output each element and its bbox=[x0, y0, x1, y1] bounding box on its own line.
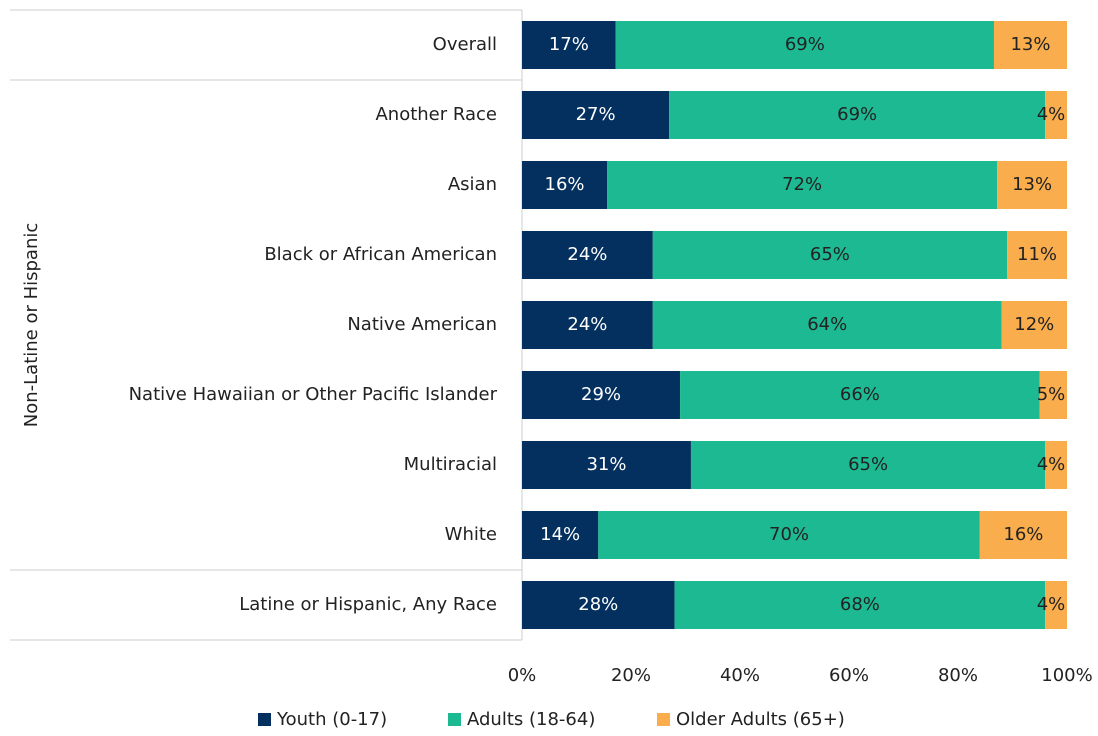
data-label: 16% bbox=[1003, 524, 1043, 545]
bar-segment bbox=[522, 511, 599, 559]
y-tick-label: Overall bbox=[433, 34, 497, 55]
data-label: 4% bbox=[1037, 454, 1066, 475]
bar-segment bbox=[522, 301, 653, 349]
x-tick-label: 40% bbox=[720, 665, 760, 686]
data-label: 14% bbox=[540, 524, 580, 545]
x-tick-label: 0% bbox=[508, 665, 537, 686]
bar-segment bbox=[1045, 581, 1067, 629]
y-tick-label: Native Hawaiian or Other Pacific Islande… bbox=[129, 384, 498, 405]
bar-segment bbox=[522, 581, 675, 629]
x-tick-label: 100% bbox=[1041, 665, 1092, 686]
bar-segment bbox=[522, 441, 691, 489]
y-tick-label: Multiracial bbox=[404, 454, 497, 475]
legend-swatch bbox=[657, 713, 670, 726]
y-tick-label: Another Race bbox=[375, 104, 497, 125]
data-label: 66% bbox=[840, 384, 880, 405]
x-tick-label: 20% bbox=[611, 665, 651, 686]
bar-segment bbox=[674, 581, 1046, 629]
data-label: 68% bbox=[840, 594, 880, 615]
data-label: 12% bbox=[1014, 314, 1054, 335]
data-label: 69% bbox=[837, 104, 877, 125]
data-label: 4% bbox=[1037, 104, 1066, 125]
x-tick-label: 80% bbox=[938, 665, 978, 686]
data-label: 24% bbox=[567, 244, 607, 265]
y-tick-label: Latine or Hispanic, Any Race bbox=[239, 594, 497, 615]
data-label: 29% bbox=[581, 384, 621, 405]
data-label: 16% bbox=[545, 174, 585, 195]
data-label: 65% bbox=[848, 454, 888, 475]
data-label: 4% bbox=[1037, 594, 1066, 615]
bar-segment bbox=[997, 161, 1067, 209]
data-label: 27% bbox=[576, 104, 616, 125]
y-tick-label: Black or African American bbox=[264, 244, 497, 265]
data-label: 17% bbox=[549, 34, 589, 55]
bar-segment bbox=[652, 231, 1008, 279]
bar-segment bbox=[979, 511, 1067, 559]
bar-segment bbox=[598, 511, 980, 559]
bar-segment bbox=[1007, 231, 1067, 279]
y-tick-label: Asian bbox=[448, 174, 497, 195]
bar-segment bbox=[522, 161, 608, 209]
y-tick-label: Native American bbox=[347, 314, 497, 335]
bar-segment bbox=[1001, 301, 1067, 349]
bar-segment bbox=[1039, 371, 1067, 419]
bar-segment bbox=[690, 441, 1046, 489]
x-tick-label: 60% bbox=[829, 665, 869, 686]
bar-segment bbox=[607, 161, 998, 209]
bar-segment bbox=[522, 231, 653, 279]
data-label: 72% bbox=[782, 174, 822, 195]
data-label: 5% bbox=[1037, 384, 1066, 405]
bar-segment bbox=[522, 371, 681, 419]
data-label: 31% bbox=[586, 454, 626, 475]
data-label: 64% bbox=[807, 314, 847, 335]
bar-segment bbox=[1045, 91, 1067, 139]
bar-segment bbox=[652, 301, 1002, 349]
data-label: 70% bbox=[769, 524, 809, 545]
bar-segment bbox=[1045, 441, 1067, 489]
data-label: 11% bbox=[1017, 244, 1057, 265]
data-label: 65% bbox=[810, 244, 850, 265]
legend-label: Older Adults (65+) bbox=[676, 709, 845, 730]
bar-segment bbox=[680, 371, 1040, 419]
data-label: 13% bbox=[1012, 174, 1052, 195]
data-label: 28% bbox=[578, 594, 618, 615]
bar-segment bbox=[669, 91, 1046, 139]
legend-swatch bbox=[258, 713, 271, 726]
data-label: 24% bbox=[567, 314, 607, 335]
y-tick-label: White bbox=[445, 524, 497, 545]
bar-segment bbox=[615, 21, 994, 69]
legend-label: Adults (18-64) bbox=[467, 709, 595, 730]
bar-segment bbox=[993, 21, 1067, 69]
data-label: 69% bbox=[785, 34, 825, 55]
group-label: Non-Latine or Hispanic bbox=[21, 223, 42, 428]
legend-swatch bbox=[448, 713, 461, 726]
bar-segment bbox=[522, 91, 670, 139]
bar-segment bbox=[522, 21, 616, 69]
legend-label: Youth (0-17) bbox=[276, 709, 387, 730]
data-label: 13% bbox=[1010, 34, 1050, 55]
